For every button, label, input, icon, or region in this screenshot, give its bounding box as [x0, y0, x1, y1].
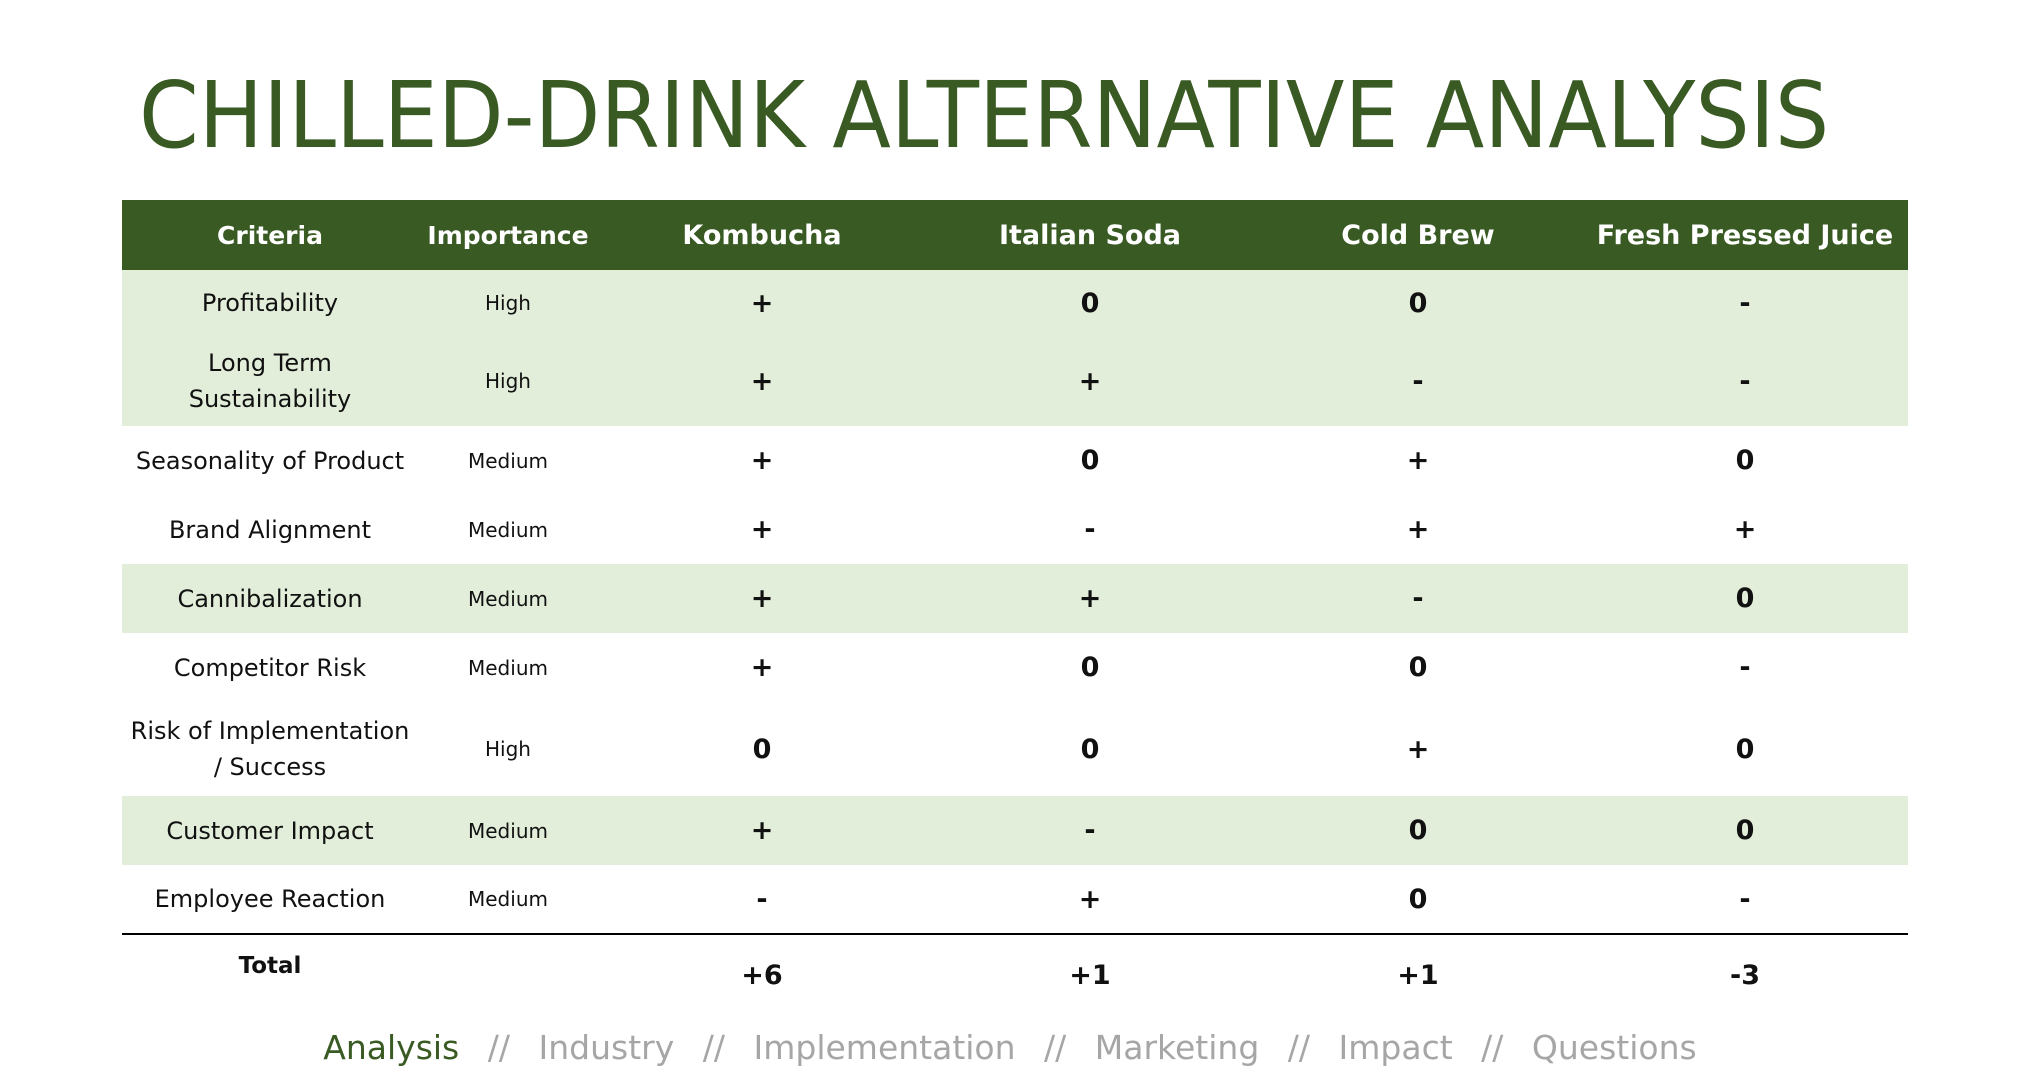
- criteria-cell: Profitability: [201, 289, 339, 317]
- cold-brew-score: +: [1406, 445, 1430, 476]
- analysis-table: Criteria Importance Kombucha Italian Sod…: [122, 200, 1908, 1006]
- kombucha-score: +: [750, 815, 774, 846]
- fresh-pressed-juice-score: +: [1733, 514, 1757, 545]
- header-criteria: Criteria: [217, 220, 323, 250]
- kombucha-score: +: [750, 445, 774, 476]
- italian-soda-score: 0: [1080, 445, 1100, 476]
- header-kombucha: Kombucha: [682, 219, 842, 251]
- kombucha-total: +6: [741, 960, 783, 991]
- fresh-pressed-juice-score: -: [1739, 365, 1751, 397]
- total-importance-empty: [418, 934, 598, 1006]
- fresh-pressed-juice-score: 0: [1735, 445, 1755, 476]
- importance-cell: High: [485, 737, 531, 761]
- italian-soda-score: 0: [1080, 652, 1100, 683]
- table-row: Cannibalization Medium + + - 0: [122, 564, 1908, 633]
- nav-separator: //: [1044, 1028, 1067, 1067]
- fresh-pressed-juice-score: 0: [1735, 733, 1755, 765]
- criteria-cell: Customer Impact: [166, 816, 374, 845]
- importance-cell: Medium: [468, 818, 548, 843]
- criteria-cell: Competitor Risk: [173, 653, 367, 682]
- nav-separator: //: [487, 1028, 510, 1067]
- nav-item-implementation[interactable]: Implementation: [753, 1028, 1016, 1067]
- nav-item-impact[interactable]: Impact: [1338, 1028, 1453, 1067]
- table-row: Long Term Sustainability High + + - -: [122, 336, 1908, 426]
- kombucha-score: -: [756, 883, 768, 915]
- table-row: Employee Reaction Medium - + 0 -: [122, 865, 1908, 934]
- kombucha-score: +: [750, 514, 774, 545]
- italian-soda-score: 0: [1080, 287, 1100, 319]
- table-row: Customer Impact Medium + - 0 0: [122, 796, 1908, 865]
- fresh-pressed-juice-score: -: [1739, 883, 1751, 915]
- criteria-cell: Cannibalization: [177, 584, 363, 613]
- importance-cell: High: [485, 291, 531, 315]
- italian-soda-score: -: [1084, 514, 1096, 545]
- nav-separator: //: [702, 1028, 725, 1067]
- cold-brew-score: 0: [1408, 883, 1428, 915]
- importance-cell: Medium: [468, 655, 548, 680]
- cold-brew-score: -: [1412, 365, 1424, 397]
- fresh-pressed-juice-score: 0: [1735, 815, 1755, 846]
- importance-cell: Medium: [468, 887, 548, 911]
- table-header-row: Criteria Importance Kombucha Italian Sod…: [122, 200, 1908, 270]
- total-label: Total: [238, 952, 302, 979]
- nav-separator: //: [1481, 1028, 1504, 1067]
- cold-brew-total: +1: [1397, 960, 1439, 991]
- italian-soda-score: +: [1078, 883, 1102, 915]
- cold-brew-score: +: [1406, 733, 1430, 765]
- importance-cell: High: [485, 369, 531, 393]
- italian-soda-score: -: [1084, 815, 1096, 846]
- criteria-cell: Seasonality of Product: [135, 446, 405, 475]
- fresh-pressed-juice-total: -3: [1730, 960, 1760, 991]
- cold-brew-score: -: [1412, 583, 1424, 614]
- cold-brew-score: 0: [1408, 652, 1428, 683]
- nav-item-marketing[interactable]: Marketing: [1094, 1028, 1260, 1067]
- importance-cell: Medium: [468, 448, 548, 473]
- table-row: Risk of Implementation / Success High 0 …: [122, 702, 1908, 796]
- kombucha-score: 0: [752, 733, 772, 765]
- header-fresh-pressed-juice: Fresh Pressed Juice: [1596, 219, 1894, 251]
- criteria-cell: Brand Alignment: [168, 515, 372, 544]
- italian-soda-score: +: [1078, 365, 1102, 397]
- criteria-cell: Employee Reaction: [154, 885, 386, 913]
- table-row: Seasonality of Product Medium + 0 + 0: [122, 426, 1908, 495]
- cold-brew-score: 0: [1408, 815, 1428, 846]
- header-italian-soda: Italian Soda: [998, 219, 1182, 251]
- fresh-pressed-juice-score: -: [1739, 287, 1751, 319]
- importance-cell: Medium: [468, 586, 548, 611]
- cold-brew-score: 0: [1408, 287, 1428, 319]
- page-title: CHILLED-DRINK ALTERNATIVE ANALYSIS: [139, 62, 1830, 169]
- header-cold-brew: Cold Brew: [1341, 219, 1495, 251]
- nav-item-analysis[interactable]: Analysis: [323, 1028, 460, 1067]
- kombucha-score: +: [750, 365, 774, 397]
- importance-cell: Medium: [468, 517, 548, 542]
- header-importance: Importance: [427, 220, 589, 250]
- kombucha-score: +: [750, 583, 774, 614]
- table-row: Brand Alignment Medium + - + +: [122, 495, 1908, 564]
- italian-soda-score: 0: [1080, 733, 1100, 765]
- nav-separator: //: [1287, 1028, 1311, 1067]
- table-row: Competitor Risk Medium + 0 0 -: [122, 633, 1908, 702]
- kombucha-score: +: [750, 652, 774, 683]
- criteria-cell: Long Term Sustainability: [188, 349, 352, 413]
- italian-soda-total: +1: [1069, 960, 1111, 991]
- criteria-cell: Risk of Implementation / Success: [130, 717, 410, 781]
- section-nav: Analysis // Industry // Implementation /…: [0, 1028, 2020, 1067]
- fresh-pressed-juice-score: -: [1739, 652, 1751, 683]
- nav-item-questions[interactable]: Questions: [1531, 1028, 1697, 1067]
- fresh-pressed-juice-score: 0: [1735, 583, 1755, 614]
- table-row: Profitability High + 0 0 -: [122, 270, 1908, 336]
- cold-brew-score: +: [1406, 514, 1430, 545]
- nav-item-industry[interactable]: Industry: [538, 1028, 675, 1067]
- italian-soda-score: +: [1078, 583, 1102, 614]
- kombucha-score: +: [750, 287, 774, 319]
- total-row: Total +6 +1 +1 -3: [122, 934, 1908, 1006]
